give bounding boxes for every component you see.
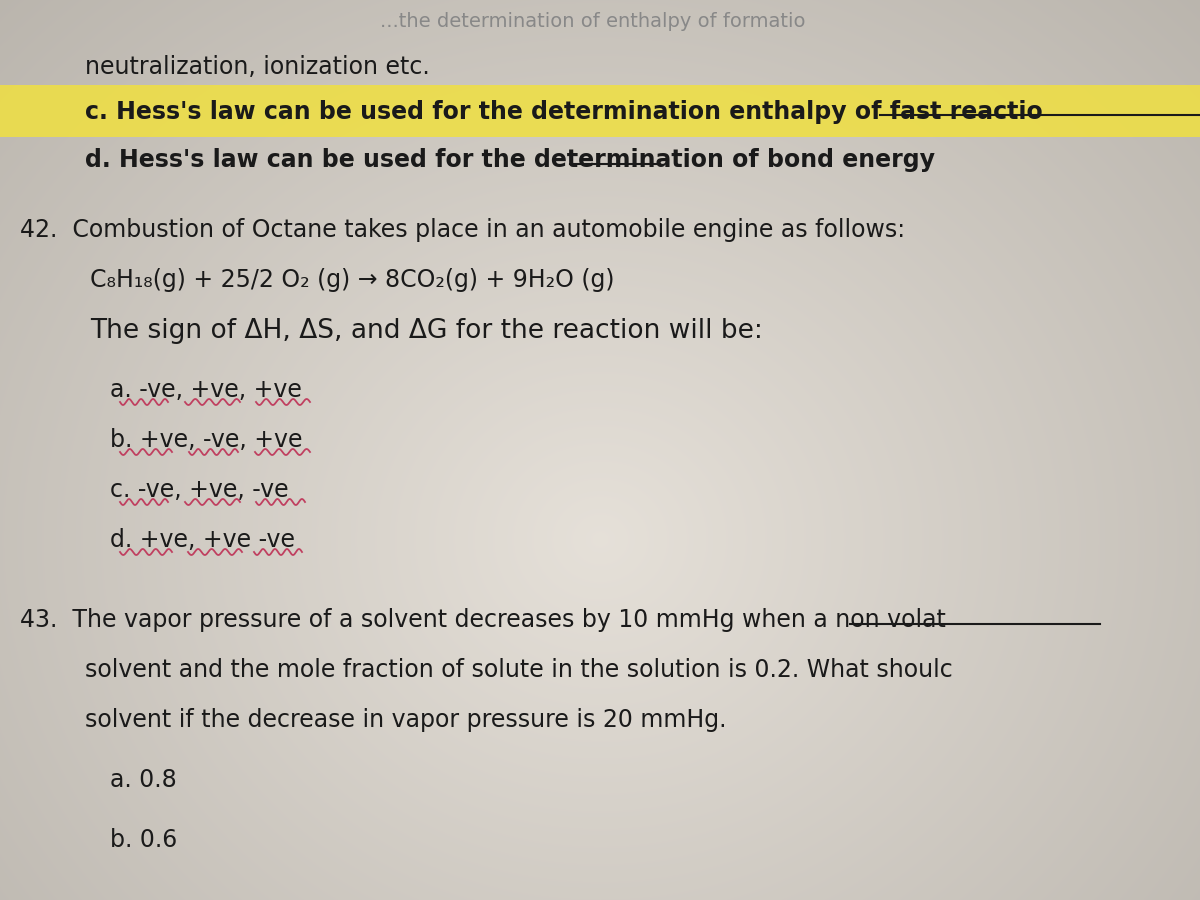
Text: The sign of ΔH, ΔS, and ΔG for the reaction will be:: The sign of ΔH, ΔS, and ΔG for the react… xyxy=(90,318,763,344)
Text: ...the determination of enthalpy of formatio: ...the determination of enthalpy of form… xyxy=(380,12,805,31)
Text: a. -ve, +ve, +ve: a. -ve, +ve, +ve xyxy=(110,378,302,402)
Text: 42.  Combustion of Octane takes place in an automobile engine as follows:: 42. Combustion of Octane takes place in … xyxy=(20,218,905,242)
Text: neutralization, ionization etc.: neutralization, ionization etc. xyxy=(85,55,430,79)
Text: d. +ve, +ve -ve: d. +ve, +ve -ve xyxy=(110,528,295,552)
Bar xyxy=(0,85,1200,137)
Text: c. -ve, +ve, -ve: c. -ve, +ve, -ve xyxy=(110,478,289,502)
Text: 43.  The vapor pressure of a solvent decreases by 10 mmHg when a non volat: 43. The vapor pressure of a solvent decr… xyxy=(20,608,946,632)
Text: solvent and the mole fraction of solute in the solution is 0.2. What shoulc: solvent and the mole fraction of solute … xyxy=(85,658,953,682)
Text: C₈H₁₈(g) + 25/2 O₂ (g) → 8CO₂(g) + 9H₂O (g): C₈H₁₈(g) + 25/2 O₂ (g) → 8CO₂(g) + 9H₂O … xyxy=(90,268,614,292)
Text: c. Hess's law can be used for the determination enthalpy of fast reactio: c. Hess's law can be used for the determ… xyxy=(85,100,1043,124)
Text: b. 0.6: b. 0.6 xyxy=(110,828,178,852)
Text: b. +ve, -ve, +ve: b. +ve, -ve, +ve xyxy=(110,428,302,452)
Text: a. 0.8: a. 0.8 xyxy=(110,768,176,792)
Text: d. Hess's law can be used for the determination of bond energy: d. Hess's law can be used for the determ… xyxy=(85,148,935,172)
Text: solvent if the decrease in vapor pressure is 20 mmHg.: solvent if the decrease in vapor pressur… xyxy=(85,708,726,732)
